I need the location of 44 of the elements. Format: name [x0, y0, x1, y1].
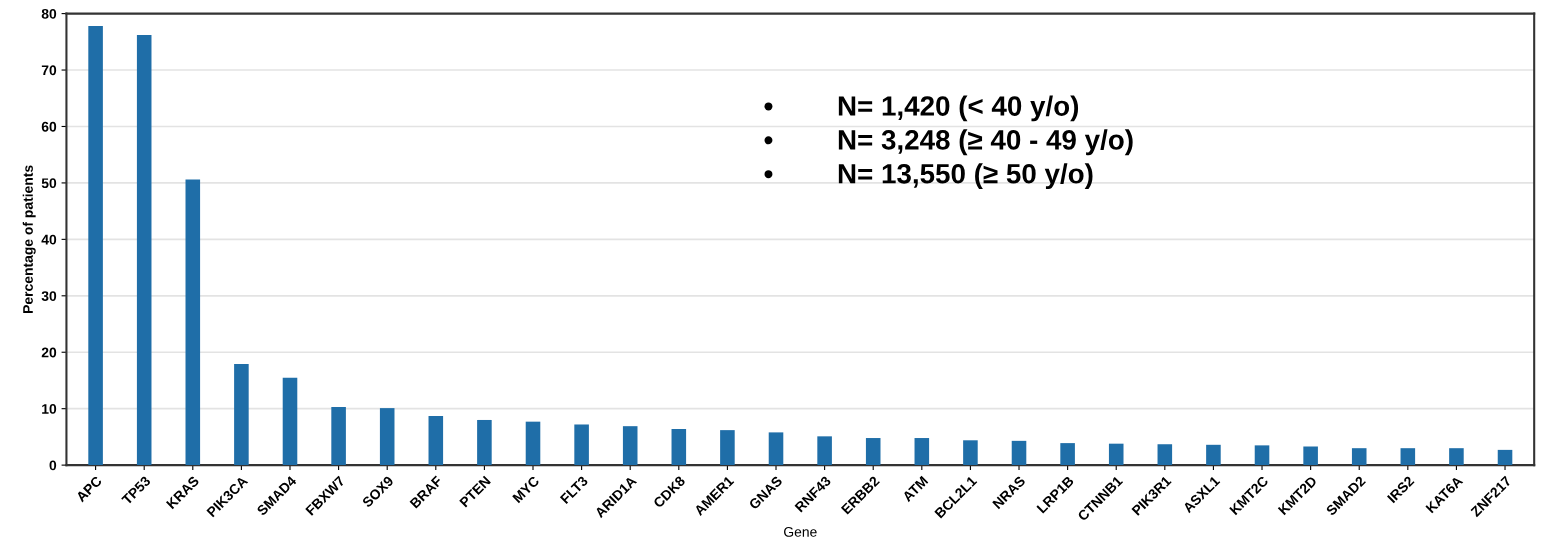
bar — [817, 436, 832, 466]
bar — [1303, 446, 1318, 466]
bar — [185, 179, 201, 466]
bar — [574, 424, 589, 466]
bar — [525, 421, 541, 466]
x-axis-title: Gene — [784, 526, 817, 537]
bar — [136, 35, 152, 466]
bar — [1060, 443, 1075, 466]
text: • N= 13,550 (≥ 50 y/o) — [764, 163, 1093, 190]
y-tick-label: 0 — [49, 460, 57, 471]
bar — [1011, 440, 1027, 466]
bar — [720, 430, 735, 466]
bar — [914, 438, 930, 466]
y-tick-label: 70 — [41, 65, 57, 76]
bar — [768, 432, 784, 466]
bar — [1400, 448, 1416, 466]
bar — [1157, 444, 1173, 466]
y-tick-label: 80 — [41, 8, 57, 19]
bar — [234, 364, 249, 466]
bar — [865, 438, 881, 466]
bar — [428, 416, 444, 466]
text: • N= 3,248 (≥ 40 - 49 y/o) — [764, 129, 1133, 156]
bar — [282, 377, 298, 466]
bar — [1449, 448, 1464, 466]
bar — [379, 408, 395, 466]
y-tick-label: 30 — [41, 291, 57, 301]
bar — [1254, 445, 1270, 466]
bar — [1497, 449, 1513, 466]
y-tick-label: 60 — [41, 121, 57, 132]
y-tick-label: 50 — [41, 178, 57, 189]
y-tick-label: 10 — [42, 404, 57, 414]
bar — [622, 426, 638, 466]
bar — [1351, 448, 1367, 466]
bar — [671, 429, 687, 466]
bar — [331, 406, 346, 466]
bar — [1206, 444, 1221, 466]
bar — [963, 440, 978, 466]
y-tick-label: 40 — [41, 234, 57, 245]
text: • N= 1,420 (< 40 y/o) — [764, 95, 1079, 122]
bar — [1108, 443, 1124, 466]
y-tick-label: 20 — [41, 347, 57, 358]
bar — [477, 419, 492, 466]
y-axis-title: Percentage of patients — [22, 165, 36, 313]
bar — [88, 26, 103, 466]
